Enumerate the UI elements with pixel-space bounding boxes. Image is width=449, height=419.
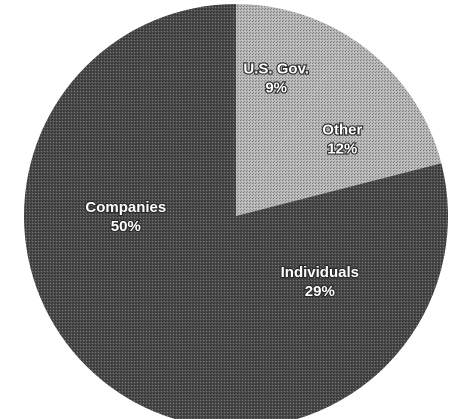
pie-slice-texture-companies [24, 4, 236, 419]
pie-slice-texture-other [236, 37, 442, 216]
pie-labels: U.S. Gov. 9% Other 12% Individuals 29% Compani… [84, 59, 363, 301]
pie-label-name: Companies [85, 199, 166, 216]
pie-label-value: 29% [305, 283, 335, 300]
pie-label-individuals: Individuals 29% [281, 264, 359, 300]
pie-label-value: 12% [327, 141, 357, 158]
pie-label-other: Other 12% [322, 122, 362, 158]
pie-label-name: Individuals [281, 264, 359, 281]
pie-slices [24, 3, 448, 419]
pie-slice-texture-u-s-gov [236, 3, 350, 216]
pie-label-name: U.S. Gov. [243, 61, 309, 78]
pie-label-value: 9% [265, 80, 287, 97]
pie-label-u-s-gov: U.S. Gov. 9% [243, 61, 309, 97]
pie-label-name: Other [322, 122, 362, 139]
pie-slice-texture-individuals [236, 163, 448, 419]
pie-label-value: 50% [111, 218, 141, 235]
pie-label-companies: Companies 50% [85, 199, 166, 235]
